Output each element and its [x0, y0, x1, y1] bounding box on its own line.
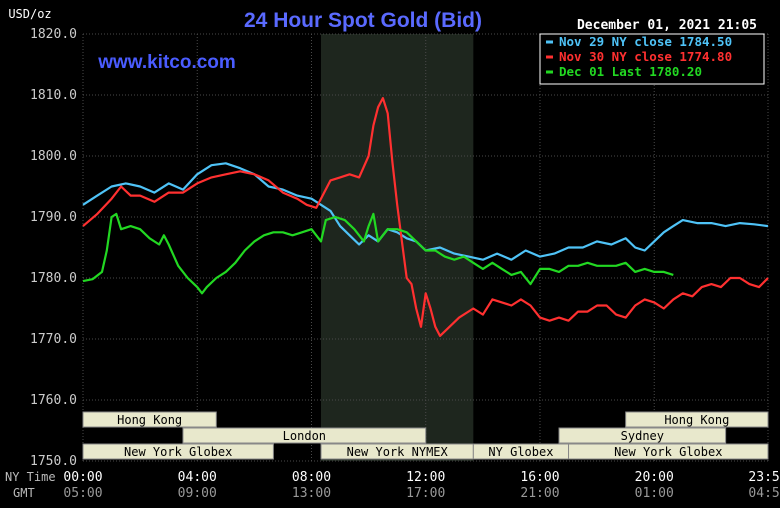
session-label: NY Globex [488, 445, 553, 459]
y-unit-label: USD/oz [8, 7, 51, 21]
watermark-text: www.kitco.com [97, 52, 236, 73]
series-line [82, 212, 674, 295]
session-label: New York NYMEX [347, 445, 449, 459]
y-tick-label: 1780.0 [30, 271, 77, 286]
legend-box [539, 33, 765, 85]
nymex-shaded-region [321, 34, 474, 461]
y-tick-label: 1790.0 [30, 210, 77, 225]
legend-entry: Dec 01 Last 1780.20 [559, 64, 702, 79]
x-tick-label-gmt: 04:59 [748, 486, 780, 501]
x-tick-label-ny: 23:59 [748, 470, 780, 485]
x-tick-label-ny: 20:00 [635, 470, 674, 485]
chart-title: 24 Hour Spot Gold (Bid) [244, 9, 482, 32]
y-tick-label: 1810.0 [30, 88, 77, 103]
x-tick-label-ny: 04:00 [178, 470, 217, 485]
x-tick-label-ny: 00:00 [63, 470, 102, 485]
session-label: London [283, 429, 326, 443]
session-bar [182, 427, 427, 444]
session-bar [82, 443, 274, 460]
x-tick-label-gmt: 13:00 [292, 486, 331, 501]
x-tick-label-ny: 08:00 [292, 470, 331, 485]
session-label: New York Globex [124, 445, 232, 459]
x-tick-label-ny: 12:00 [406, 470, 445, 485]
x-tick-label-gmt: 21:00 [520, 486, 559, 501]
series-line [82, 97, 769, 337]
session-label: Sydney [621, 429, 664, 443]
gmt-row-label: GMT [13, 486, 35, 500]
timestamp-label: December 01, 2021 21:05 [577, 18, 757, 33]
y-tick-label: 1760.0 [30, 393, 77, 408]
x-tick-label-gmt: 17:00 [406, 486, 445, 501]
x-tick-label-gmt: 09:00 [178, 486, 217, 501]
y-tick-label: 1750.0 [30, 454, 77, 469]
session-label: Hong Kong [117, 413, 182, 427]
legend-entry: Nov 29 NY close 1784.50 [559, 34, 732, 49]
session-bar [625, 411, 769, 428]
session-bar [82, 411, 217, 428]
session-bar [558, 427, 727, 444]
y-tick-label: 1770.0 [30, 332, 77, 347]
x-tick-label-gmt: 01:00 [635, 486, 674, 501]
legend-entry: Nov 30 NY close 1774.80 [559, 49, 732, 64]
ny-time-row-label: NY Time [5, 470, 56, 484]
y-tick-label: 1820.0 [30, 27, 77, 42]
session-label: Hong Kong [664, 413, 729, 427]
x-tick-label-gmt: 05:00 [63, 486, 102, 501]
x-tick-label-ny: 16:00 [520, 470, 559, 485]
session-bar [568, 443, 769, 460]
session-label: New York Globex [614, 445, 722, 459]
y-tick-label: 1800.0 [30, 149, 77, 164]
